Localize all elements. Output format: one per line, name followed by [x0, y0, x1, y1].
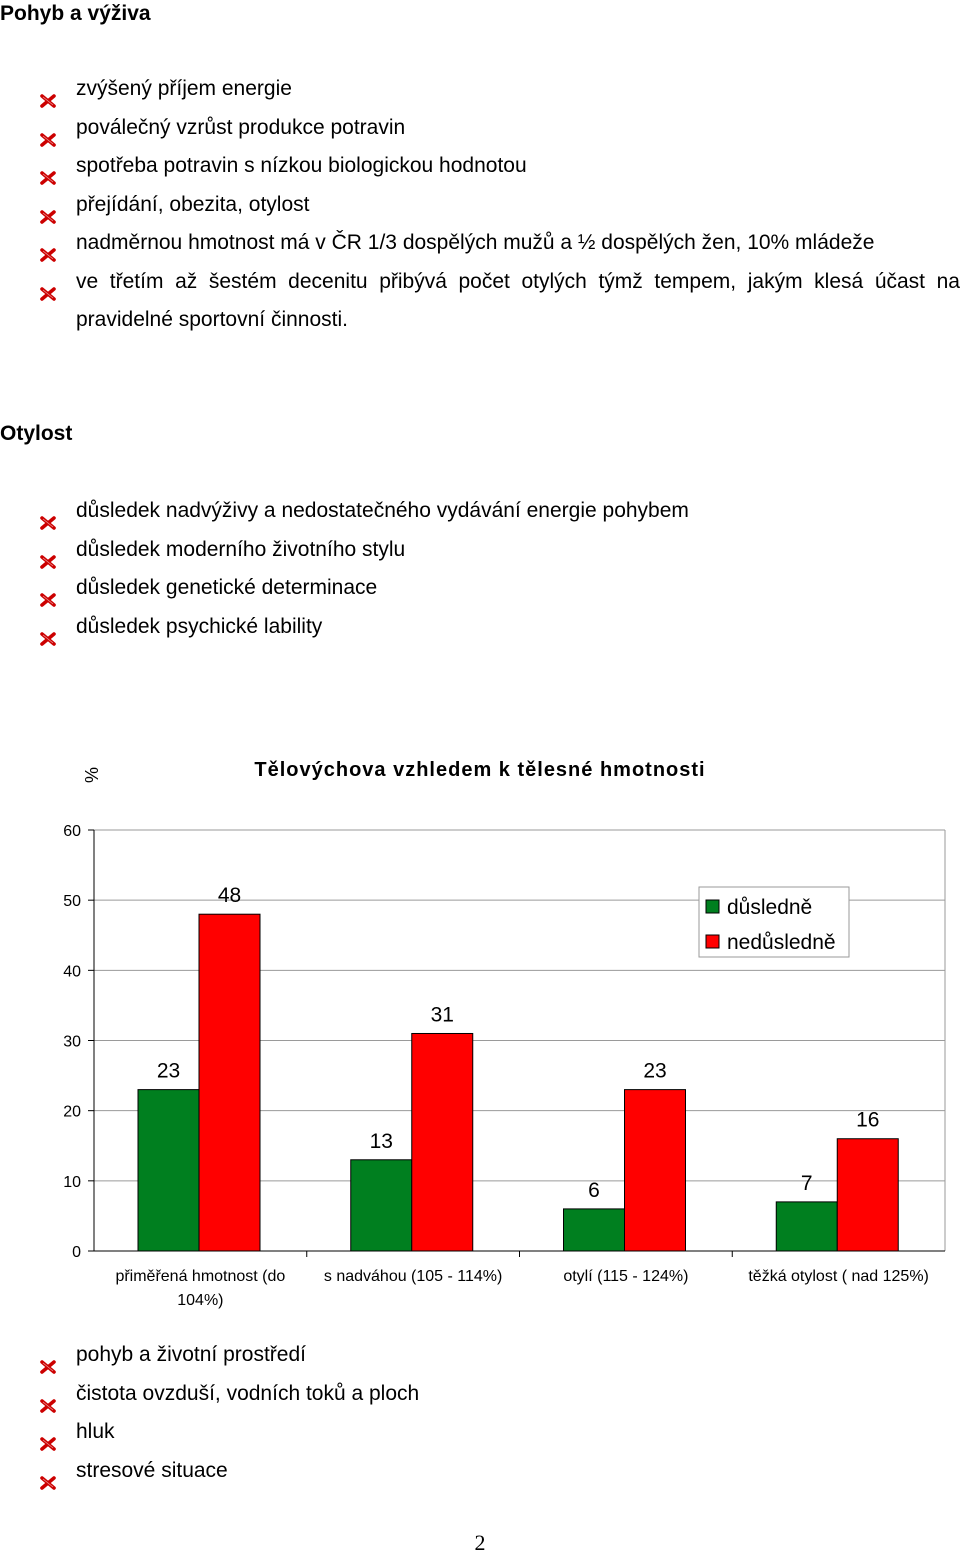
bar [198, 913, 261, 1252]
y-tick-label: 40 [63, 963, 81, 980]
legend-box [698, 886, 850, 958]
y-tick-label: 50 [63, 893, 81, 910]
x-bullet-icon [40, 1349, 56, 1374]
data-label: 16 [856, 1109, 879, 1132]
bar [411, 1032, 474, 1252]
list-item: čistota ovzduší, vodních toků a ploch [0, 1375, 960, 1414]
x-bullet-icon [40, 582, 56, 607]
bar-chart: Tělovýchova vzhledem k tělesné hmotnosti… [63, 759, 946, 1309]
x-bullet-icon [40, 505, 56, 530]
bar [836, 1138, 899, 1252]
y-tick-label: 60 [63, 823, 81, 840]
x-tick-label: přiměřená hmotnost (do 104%) [115, 1268, 285, 1309]
bar [563, 1208, 625, 1252]
list-item: hluk [0, 1413, 960, 1452]
data-label: 23 [643, 1060, 666, 1083]
bullet-list-pohyb: zvýšený příjem energie poválečný vzrůst … [0, 70, 960, 340]
x-bullet-icon [40, 276, 56, 301]
list-item: stresové situace [0, 1452, 960, 1491]
y-axis-label: % [82, 767, 102, 783]
x-bullet-icon [40, 1388, 56, 1413]
legend-label: důsledně [727, 896, 812, 919]
list-item: nadměrnou hmotnost má v ČR 1/3 dospělých… [0, 224, 960, 263]
bullet-list-prostredi: pohyb a životní prostředí čistota ovzduš… [0, 1336, 960, 1490]
list-item: důsledek moderního životního stylu [0, 531, 960, 570]
x-bullet-icon [40, 83, 56, 108]
bar [350, 1159, 413, 1252]
list-item: přejídání, obezita, otylost [0, 186, 960, 225]
x-bullet-icon [40, 544, 56, 569]
list-item: důsledek nadvýživy a nedostatečného vydá… [0, 492, 960, 531]
page-number: 2 [474, 1530, 486, 1555]
y-tick-label: 10 [63, 1174, 81, 1191]
legend-label: nedůsledně [727, 931, 836, 954]
x-bullet-icon [40, 1426, 56, 1451]
list-item: poválečný vzrůst produkce potravin [0, 109, 960, 148]
data-label: 31 [431, 1003, 454, 1026]
y-tick-label: 0 [72, 1244, 81, 1261]
legend-swatch [705, 934, 720, 949]
x-bullet-icon [40, 199, 56, 224]
x-tick-label: otylí (115 - 124%) [563, 1268, 688, 1285]
data-label: 7 [801, 1172, 813, 1195]
list-item: důsledek psychické lability [0, 608, 960, 647]
section-title-pohyb: Pohyb a výživa [0, 2, 151, 25]
list-item: spotřeba potravin s nízkou biologickou h… [0, 147, 960, 186]
x-tick-label: těžká otylost ( nad 125%) [748, 1268, 929, 1285]
bar [137, 1089, 200, 1252]
x-bullet-icon [40, 160, 56, 185]
list-item: důsledek genetické determinace [0, 569, 960, 608]
x-bullet-icon [40, 122, 56, 147]
section-title-otylost: Otylost [0, 422, 73, 445]
x-tick-label: s nadváhou (105 - 114%) [324, 1268, 502, 1285]
data-label: 6 [588, 1179, 600, 1202]
list-item: pohyb a životní prostředí [0, 1336, 960, 1375]
list-item: zvýšený příjem energie [0, 70, 960, 109]
legend-swatch [705, 899, 720, 914]
chart-title: Tělovýchova vzhledem k tělesné hmotnosti [254, 759, 705, 781]
list-item: ve třetím až šestém decenitu přibývá poč… [0, 263, 960, 340]
x-bullet-icon [40, 1465, 56, 1490]
x-bullet-icon [40, 621, 56, 646]
x-bullet-icon [40, 237, 56, 262]
y-tick-label: 30 [63, 1034, 81, 1051]
bar [775, 1201, 838, 1252]
data-label: 23 [157, 1060, 180, 1083]
bar [624, 1089, 686, 1252]
bullet-list-otylost: důsledek nadvýživy a nedostatečného vydá… [0, 492, 960, 646]
data-label: 13 [370, 1130, 393, 1153]
y-tick-label: 20 [63, 1104, 81, 1121]
data-label: 48 [218, 884, 241, 907]
